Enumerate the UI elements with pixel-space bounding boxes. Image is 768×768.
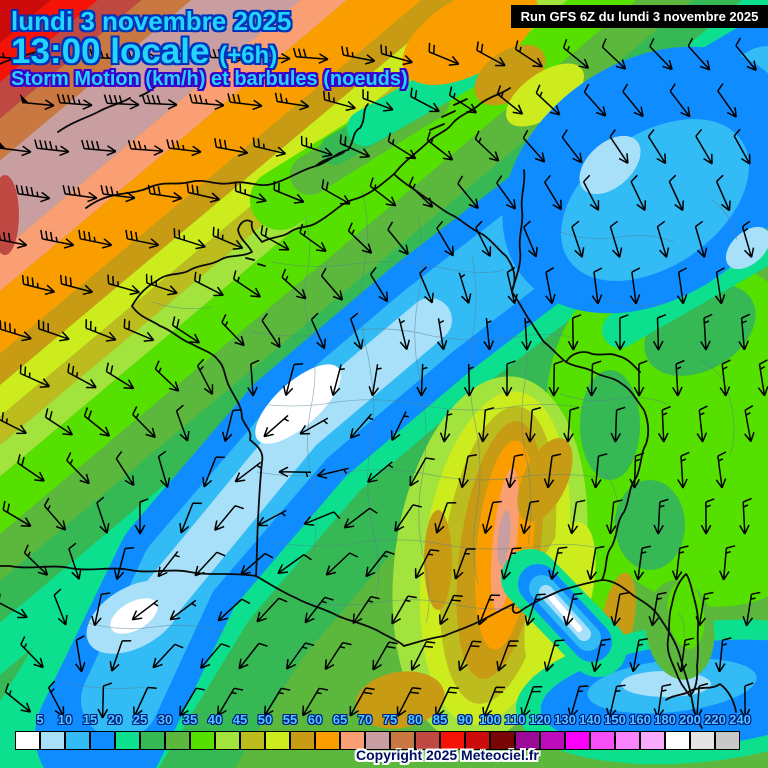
contour-patch-channel [250,42,503,230]
coastlines [0,51,737,729]
contour-mediterranean [501,549,768,765]
department-borders [63,189,738,690]
wind-barbs-layer [0,37,768,719]
time-title: 13:00 locale (+6h) [11,32,277,72]
parameter-subtitle: Storm Motion (km/h) et barbules (noeuds) [11,68,408,90]
model-run-info: Run GFS 6Z du lundi 3 novembre 2025 [511,5,768,28]
contour-ne-blob [502,46,768,314]
time-offset: (+6h) [219,42,278,69]
copyright-notice: Copyright 2025 Meteociel.fr [356,747,539,763]
contour-rhone-column [355,376,636,744]
date-title: lundi 3 novembre 2025 [11,6,292,36]
time-value: 13:00 locale [11,32,210,71]
